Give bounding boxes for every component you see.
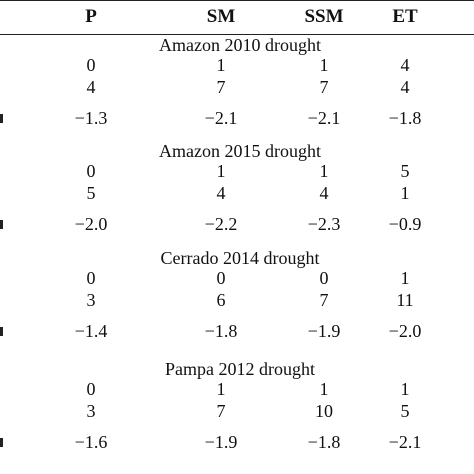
- section-title: Pampa 2012 drought: [165, 359, 315, 379]
- cropped-row-label-mark: [0, 114, 3, 123]
- table-cell: 4: [319, 183, 329, 203]
- table-cell: 1: [319, 161, 329, 181]
- table-cell: −2.2: [204, 214, 238, 234]
- table-cell: 4: [400, 77, 410, 97]
- table-cell: −1.8: [388, 108, 422, 128]
- table-cell: 5: [86, 183, 96, 203]
- table-cell: 7: [216, 77, 226, 97]
- table-top-rule: [0, 0, 474, 1]
- table-cell: 3: [86, 290, 96, 310]
- table-cell: 6: [216, 290, 226, 310]
- table-cell: 1: [400, 183, 410, 203]
- table-cell: 5: [400, 161, 410, 181]
- table-cell: 0: [86, 161, 96, 181]
- table-cell: 1: [400, 379, 410, 399]
- section-title: Amazon 2010 drought: [159, 35, 321, 55]
- table-cell: 1: [400, 268, 410, 288]
- table-cell: −1.3: [74, 108, 108, 128]
- table-cell: −1.4: [74, 321, 108, 341]
- table-cell: 11: [396, 290, 414, 310]
- table-cell: −1.8: [204, 321, 238, 341]
- table-cell: 7: [319, 77, 329, 97]
- section-title: Amazon 2015 drought: [159, 141, 321, 161]
- table-cell: −2.1: [388, 432, 422, 452]
- table-cell: −2.0: [388, 321, 422, 341]
- cropped-row-label-mark: [0, 220, 3, 229]
- table-cell: −1.9: [307, 321, 341, 341]
- table-cell: 3: [86, 401, 96, 421]
- table-cell: −1.8: [307, 432, 341, 452]
- column-header-ssm: SSM: [304, 6, 344, 27]
- table-cell: −1.9: [204, 432, 238, 452]
- table-cell: 0: [86, 379, 96, 399]
- column-header-et: ET: [392, 6, 418, 27]
- table-cell: 0: [216, 268, 226, 288]
- table-cell: 7: [319, 290, 329, 310]
- table-cell: 5: [400, 401, 410, 421]
- table-cell: −2.0: [74, 214, 108, 234]
- table-cell: 1: [216, 379, 226, 399]
- header-rule: [0, 34, 474, 35]
- cropped-row-label-mark: [0, 327, 3, 336]
- table-cell: 4: [216, 183, 226, 203]
- cropped-row-label-mark: [0, 438, 3, 447]
- table-cell: 0: [319, 268, 329, 288]
- table-cell: 1: [216, 161, 226, 181]
- table-cell: −2.3: [307, 214, 341, 234]
- table-cell: 10: [315, 401, 333, 421]
- table-cell: 7: [216, 401, 226, 421]
- table-cell: 0: [86, 268, 96, 288]
- table-cell: −0.9: [388, 214, 422, 234]
- table-cell: 4: [86, 77, 96, 97]
- column-header-p: P: [85, 6, 97, 27]
- table-cell: −2.1: [204, 108, 238, 128]
- table-cell: 4: [400, 55, 410, 75]
- table-cell: 0: [86, 55, 96, 75]
- table-cell: 1: [216, 55, 226, 75]
- table-cell: −1.6: [74, 432, 108, 452]
- table-cell: 1: [319, 379, 329, 399]
- section-title: Cerrado 2014 drought: [160, 248, 320, 268]
- table-cell: −2.1: [307, 108, 341, 128]
- column-header-sm: SM: [206, 6, 236, 27]
- table-cell: 1: [319, 55, 329, 75]
